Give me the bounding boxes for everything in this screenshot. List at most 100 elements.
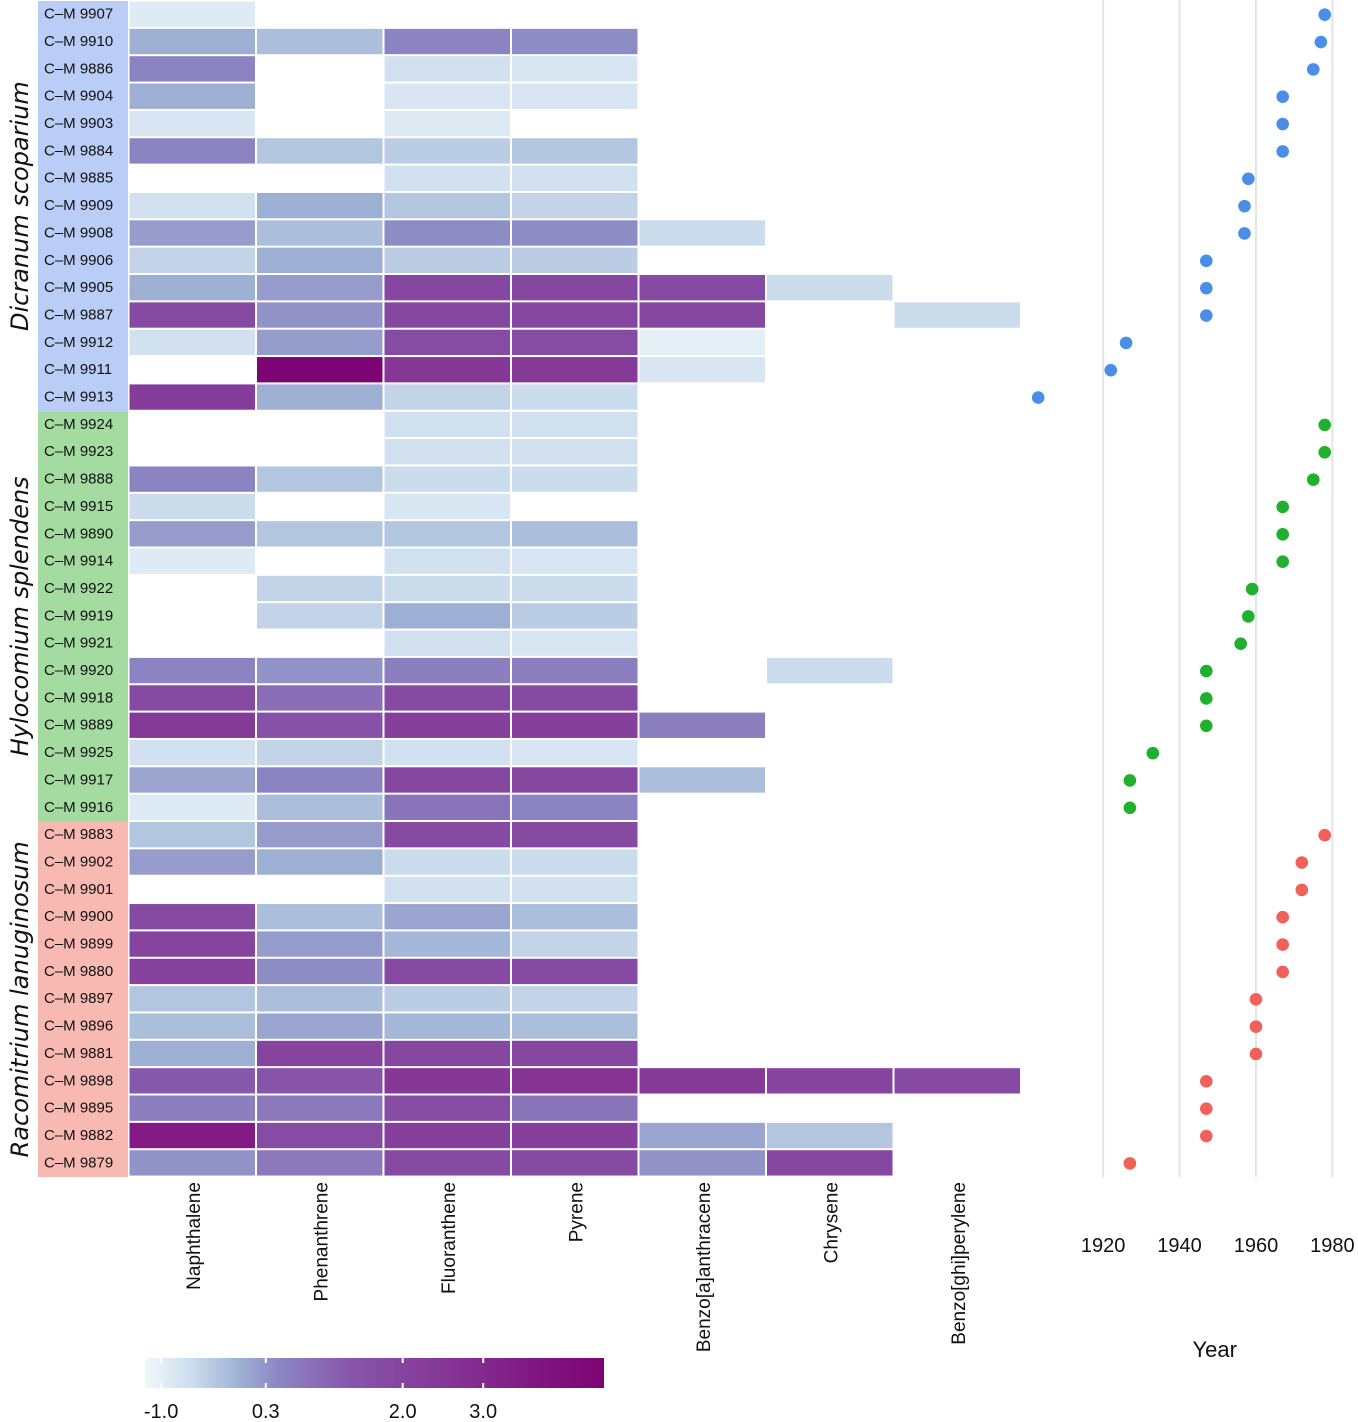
heat-cell xyxy=(512,712,638,738)
heat-cell xyxy=(129,521,255,547)
heat-cell xyxy=(639,329,765,356)
year-dot xyxy=(1031,391,1045,404)
sample-label: C–M 9887 xyxy=(44,306,113,323)
heat-cell xyxy=(512,165,638,191)
year-dot xyxy=(1123,1157,1137,1170)
heat-cell xyxy=(257,1068,383,1094)
colorbar-legend: -1.0 0.3 2.0 3.0 xyxy=(144,1358,604,1422)
heat-cell xyxy=(384,767,510,793)
year-axis-title: Year xyxy=(1193,1337,1237,1362)
heat-cell xyxy=(384,165,510,191)
heat-cell xyxy=(129,739,255,766)
heat-cell xyxy=(129,138,255,164)
heat-cell xyxy=(384,384,510,410)
year-dot xyxy=(1234,637,1247,651)
heat-cell xyxy=(129,1068,255,1094)
heat-cell xyxy=(129,1040,255,1067)
heat-cell xyxy=(129,493,255,520)
year-dot xyxy=(1276,117,1289,131)
heat-cell xyxy=(384,521,510,547)
heat-cell xyxy=(384,1013,510,1039)
species-label: Hylocomium splendens xyxy=(6,476,34,756)
heat-cell xyxy=(257,275,383,301)
heat-cell xyxy=(257,192,383,219)
heat-cell xyxy=(129,904,255,930)
heat-cell xyxy=(129,548,255,574)
heat-cell xyxy=(257,685,383,711)
year-dot xyxy=(1199,1102,1213,1115)
year-tick-label: 1920 xyxy=(1081,1235,1126,1257)
year-dot xyxy=(1245,582,1259,596)
heat-cell xyxy=(384,603,510,629)
heat-cell xyxy=(384,83,510,109)
year-dots xyxy=(1031,8,1332,1170)
year-dot xyxy=(1123,801,1137,815)
heat-cell xyxy=(384,357,510,383)
sample-label: C–M 9904 xyxy=(44,88,113,105)
species-label: Dicranum scoparium xyxy=(6,81,34,331)
heat-cell xyxy=(384,958,510,985)
heat-cell xyxy=(129,83,255,109)
heat-cell xyxy=(512,849,638,875)
heat-cell xyxy=(129,794,255,820)
heat-cell xyxy=(129,767,255,793)
heat-cell xyxy=(129,247,255,273)
heat-cell xyxy=(512,439,638,465)
heat-cell xyxy=(129,275,255,301)
heat-cell xyxy=(129,1,255,27)
year-dot xyxy=(1314,35,1328,49)
heat-cell xyxy=(129,110,255,137)
year-dot xyxy=(1276,555,1289,568)
compound-labels: Naphthalene Phenanthrene Fluoranthene Pyren… xyxy=(184,1182,970,1352)
heat-cell xyxy=(512,603,638,629)
sample-label: C–M 9896 xyxy=(44,1018,113,1035)
heat-cell xyxy=(512,138,638,164)
sample-label: C–M 9925 xyxy=(44,744,113,761)
sample-label: C–M 9885 xyxy=(44,170,113,187)
sample-label: C–M 9918 xyxy=(44,689,113,706)
heat-cell xyxy=(129,302,255,328)
heat-cell xyxy=(512,329,638,356)
heat-cell xyxy=(384,1122,510,1149)
heat-cell xyxy=(512,822,638,848)
heat-cell xyxy=(384,1040,510,1067)
heat-cell xyxy=(512,302,638,328)
heat-cell xyxy=(257,302,383,328)
sample-label: C–M 9903 xyxy=(44,115,113,132)
sample-label: C–M 9886 xyxy=(44,60,113,77)
sample-label: C–M 9898 xyxy=(44,1072,113,1089)
sample-label: C–M 9881 xyxy=(44,1045,113,1062)
heat-cell xyxy=(639,1068,765,1094)
heat-cell xyxy=(384,794,510,820)
heat-cell xyxy=(639,302,765,328)
heat-cell xyxy=(257,767,383,793)
heat-cell xyxy=(257,822,383,848)
heat-cell xyxy=(129,1150,255,1176)
heat-cell xyxy=(639,1150,765,1176)
heat-cell xyxy=(512,794,638,820)
heat-cell xyxy=(257,220,383,246)
heat-cell xyxy=(257,247,383,273)
year-dot xyxy=(1295,883,1309,897)
year-dot xyxy=(1249,992,1263,1006)
heat-cell xyxy=(257,1150,383,1176)
heat-cell xyxy=(257,1040,383,1067)
heat-cell xyxy=(512,931,638,957)
heat-cell xyxy=(257,521,383,547)
heat-cell xyxy=(894,302,1020,328)
heat-cell xyxy=(384,1150,510,1176)
year-dot xyxy=(1276,938,1289,951)
heat-cell xyxy=(384,739,510,766)
year-dot xyxy=(1276,145,1289,158)
heat-cell xyxy=(384,548,510,574)
heat-cell xyxy=(384,876,510,903)
heat-cell xyxy=(257,138,383,164)
year-dot xyxy=(1306,63,1320,76)
year-dot xyxy=(1306,473,1320,486)
heat-cell xyxy=(384,439,510,465)
heat-cell xyxy=(512,986,638,1012)
sample-label: C–M 9882 xyxy=(44,1127,113,1144)
heat-cell xyxy=(257,986,383,1012)
sample-label: C–M 9906 xyxy=(44,252,113,269)
year-dot xyxy=(1276,90,1289,104)
